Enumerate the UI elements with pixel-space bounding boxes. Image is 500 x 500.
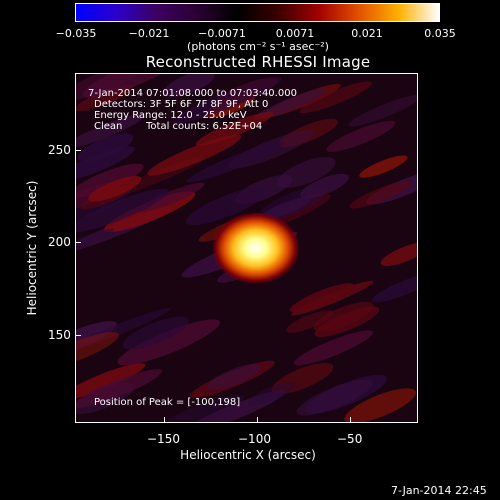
sidelobe-stripe xyxy=(247,382,296,406)
sidelobe-stripe xyxy=(76,363,146,401)
x-tick-label: −50 xyxy=(337,432,363,446)
sidelobe-stripe xyxy=(145,394,245,422)
sidelobe-stripe xyxy=(289,283,354,313)
colorbar-tick-label: 0.021 xyxy=(351,27,383,40)
sidelobe-stripe xyxy=(344,388,417,422)
sidelobe-stripe xyxy=(147,134,242,176)
y-axis-label: Heliocentric Y (arcsec) xyxy=(25,180,39,316)
sidelobe-stripe xyxy=(172,76,282,124)
x-tick-label: −150 xyxy=(147,432,180,446)
sidelobe-stripe xyxy=(277,156,336,188)
x-tick-label: −100 xyxy=(238,432,271,446)
sidelobe-stripe xyxy=(371,271,417,303)
y-tick-label: 150 xyxy=(48,328,71,342)
heatmap-image xyxy=(76,74,417,422)
sidelobe-stripe xyxy=(76,321,117,357)
sidelobe-stripe xyxy=(76,114,145,148)
x-tick-mark xyxy=(164,417,165,423)
sidelobe-stripe xyxy=(304,374,388,414)
colorbar xyxy=(75,3,440,22)
colorbar-tick-label: 0.0071 xyxy=(275,27,315,40)
sidelobe-stripe xyxy=(293,330,374,366)
detectors-label: Detectors: 3F 5F 6F 7F 8F 9F, Att 0 xyxy=(94,99,269,110)
colorbar-tick-label: −0.0071 xyxy=(198,27,246,40)
sidelobe-stripe xyxy=(300,173,349,199)
sidelobe-stripe xyxy=(286,310,334,333)
sidelobe-stripe xyxy=(380,242,417,267)
y-tick-mark xyxy=(75,335,81,336)
sidelobe-stripe xyxy=(349,180,413,209)
sidelobe-stripe xyxy=(137,182,205,213)
sidelobe-stripe xyxy=(76,146,135,182)
sidelobe-stripe xyxy=(76,188,169,233)
energy-range-label: Energy Range: 12.0 - 25.0 keV xyxy=(94,110,247,121)
sidelobe-stripe xyxy=(271,362,334,394)
colorbar-unit-label: (photons cm⁻² s⁻¹ asec⁻²) xyxy=(187,40,329,53)
x-axis-label: Heliocentric X (arcsec) xyxy=(180,448,316,462)
image-title: Reconstructed RHESSI Image xyxy=(145,53,371,71)
x-tick-mark xyxy=(350,417,351,423)
y-tick-label: 250 xyxy=(48,143,71,157)
sidelobe-stripe xyxy=(359,155,408,178)
sidelobe-stripe xyxy=(82,74,184,98)
sidelobe-stripe xyxy=(77,133,134,162)
sidelobe-stripe xyxy=(195,111,274,146)
sidelobe-stripe xyxy=(326,120,396,152)
sidelobe-stripe xyxy=(76,228,115,261)
sidelobe-stripe xyxy=(348,94,417,127)
y-tick-mark xyxy=(75,150,81,151)
colorbar-tick-label: 0.035 xyxy=(424,27,456,40)
sidelobe-stripe xyxy=(186,141,285,183)
sidelobe-stripe xyxy=(88,176,142,202)
time-range-label: 7-Jan-2014 07:01:08.000 to 07:03:40.000 xyxy=(88,88,297,99)
sidelobe-stripe xyxy=(117,319,220,366)
sidelobe-stripe xyxy=(76,163,144,198)
y-tick-mark xyxy=(75,242,81,243)
flare-peak-source xyxy=(211,212,300,285)
y-tick-label: 200 xyxy=(48,235,71,249)
sidelobe-stripe xyxy=(299,81,372,114)
sidelobe-stripe xyxy=(296,379,373,416)
sidelobe-stripe xyxy=(164,74,215,97)
clean-label: Clean xyxy=(94,121,123,132)
sidelobe-stripe xyxy=(76,331,119,367)
colorbar-tick-label: −0.035 xyxy=(55,27,97,40)
sidelobe-stripe xyxy=(278,118,339,148)
sidelobe-stripe xyxy=(185,186,268,226)
sidelobe-stripe xyxy=(207,363,261,391)
sidelobe-stripe xyxy=(253,88,327,120)
total-counts-label: Total counts: 6.52E+04 xyxy=(146,121,263,132)
sidelobe-stripe xyxy=(313,301,374,332)
colorbar-tick-label: −0.021 xyxy=(128,27,170,40)
sidelobe-stripe xyxy=(122,316,190,350)
sidelobe-stripe xyxy=(181,390,286,422)
sidelobe-stripe xyxy=(76,307,171,351)
peak-position-label: Position of Peak = [-100,198] xyxy=(94,397,241,408)
sidelobe-stripe xyxy=(76,369,163,409)
timestamp: 7-Jan-2014 22:45 xyxy=(391,484,487,497)
x-tick-mark xyxy=(257,417,258,423)
image-plot: 7-Jan-2014 07:01:08.000 to 07:03:40.000 … xyxy=(75,73,418,423)
